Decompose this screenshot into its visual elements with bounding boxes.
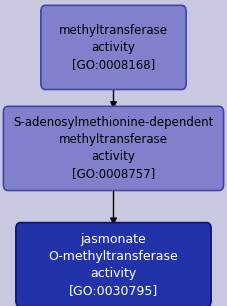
FancyBboxPatch shape: [41, 6, 186, 89]
Text: S-adenosylmethionine-dependent
methyltransferase
activity
[GO:0008757]: S-adenosylmethionine-dependent methyltra…: [13, 116, 214, 181]
Text: jasmonate
O-methyltransferase
activity
[GO:0030795]: jasmonate O-methyltransferase activity […: [49, 233, 178, 297]
FancyBboxPatch shape: [3, 106, 224, 190]
Text: methyltransferase
activity
[GO:0008168]: methyltransferase activity [GO:0008168]: [59, 24, 168, 71]
FancyBboxPatch shape: [16, 223, 211, 306]
